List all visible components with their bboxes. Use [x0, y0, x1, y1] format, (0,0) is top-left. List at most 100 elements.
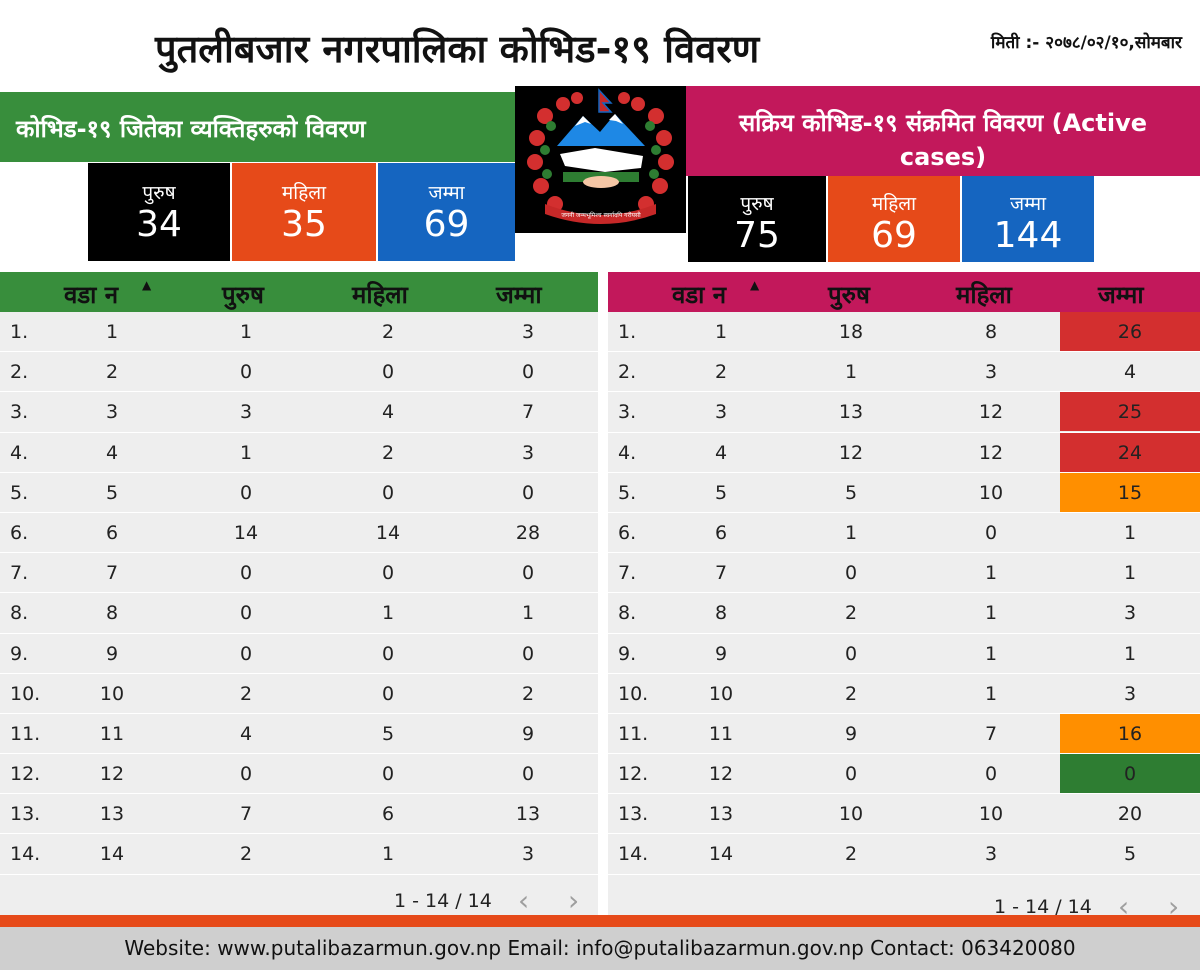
ward-cell: 5 — [714, 481, 728, 504]
table-row: 11. 11 9 7 16 — [608, 713, 1200, 755]
column-header-total[interactable]: जम्मा — [496, 281, 542, 309]
row-index: 5. — [10, 481, 29, 504]
total-cell: 4 — [1123, 361, 1137, 384]
row-index: 4. — [10, 441, 29, 464]
table-row: 14. 14 2 3 5 — [608, 834, 1200, 875]
active-total-value: 144 — [993, 215, 1063, 256]
total-cell: 3 — [521, 441, 535, 464]
row-index: 14. — [10, 843, 41, 866]
ward-cell: 13 — [99, 803, 125, 826]
sort-ascending-icon[interactable]: ▲ — [750, 278, 760, 292]
column-header-female[interactable]: महिला — [956, 281, 1012, 309]
ward-cell: 6 — [105, 521, 119, 544]
sort-ascending-icon[interactable]: ▲ — [142, 278, 152, 292]
female-cell: 3 — [984, 361, 998, 384]
total-cell: 3 — [521, 321, 535, 343]
total-cell: 9 — [521, 722, 535, 745]
female-cell: 0 — [381, 481, 395, 504]
active-female-value: 69 — [871, 215, 917, 256]
total-cell: 26 — [1117, 321, 1143, 343]
recovered-male-value: 34 — [136, 204, 182, 245]
total-cell: 0 — [521, 361, 535, 384]
table-row: 11. 11 4 5 9 — [0, 714, 598, 755]
row-index: 3. — [10, 401, 29, 424]
column-header-total[interactable]: जम्मा — [1098, 281, 1144, 309]
female-cell: 4 — [381, 401, 395, 424]
pagination-label: 1 - 14 / 14 — [994, 896, 1092, 918]
table-row: 12. 12 0 0 0 — [0, 754, 598, 795]
male-cell: 9 — [844, 722, 858, 745]
male-cell: 0 — [239, 562, 253, 585]
recovered-female-value: 35 — [281, 204, 327, 245]
column-header-male[interactable]: पुरुष — [828, 281, 870, 309]
row-index: 13. — [10, 803, 41, 826]
row-index: 10. — [618, 682, 649, 705]
recovered-total-label: जम्मा — [428, 182, 465, 204]
active-heading: सक्रिय कोभिड-१९ संक्रमित विवरण (Active c… — [686, 86, 1200, 176]
male-cell: 4 — [239, 722, 253, 745]
female-cell: 2 — [381, 321, 395, 343]
ward-cell: 13 — [708, 803, 734, 826]
total-cell: 0 — [521, 642, 535, 665]
footer-accent-bar — [0, 915, 1200, 927]
recovered-table: वडा न ▲ पुरुष महिला जम्मा 1. 1 1 2 3 2. 2 0 0 0 3.… — [0, 272, 598, 917]
total-highlight-orange — [1060, 472, 1200, 512]
female-cell: 0 — [381, 682, 395, 705]
ward-cell: 10 — [708, 682, 734, 705]
table-row: 1. 1 1 2 3 — [0, 312, 598, 353]
female-cell: 1 — [984, 562, 998, 585]
male-cell: 2 — [844, 602, 858, 625]
row-index: 6. — [618, 521, 637, 544]
table-row: 6. 6 1 0 1 — [608, 513, 1200, 554]
total-cell: 13 — [515, 803, 541, 826]
total-cell: 16 — [1117, 722, 1143, 745]
active-female-label: महिला — [871, 193, 917, 215]
ward-cell: 7 — [105, 562, 119, 585]
male-cell: 18 — [838, 321, 864, 343]
male-cell: 1 — [844, 521, 858, 544]
row-index: 8. — [10, 602, 29, 625]
chevron-left-icon[interactable]: ‹ — [518, 884, 530, 917]
table-row: 7. 7 0 0 0 — [0, 553, 598, 594]
table-row: 14. 14 2 1 3 — [0, 834, 598, 875]
ward-cell: 5 — [105, 481, 119, 504]
column-header-female[interactable]: महिला — [352, 281, 408, 309]
total-cell: 24 — [1117, 441, 1143, 464]
table-row: 10. 10 2 0 2 — [0, 674, 598, 714]
row-index: 11. — [10, 722, 41, 745]
total-cell: 1 — [1123, 562, 1137, 585]
female-cell: 1 — [984, 682, 998, 705]
recovered-table-header: वडा न ▲ पुरुष महिला जम्मा — [0, 272, 598, 312]
male-cell: 7 — [239, 803, 253, 826]
footer-contact: Website: www.putalibazarmun.gov.np Email… — [0, 927, 1200, 970]
total-cell: 28 — [515, 521, 541, 544]
total-cell: 15 — [1117, 481, 1143, 504]
column-header-male[interactable]: पुरुष — [222, 281, 264, 309]
ward-cell: 8 — [714, 602, 728, 625]
total-cell: 0 — [521, 763, 535, 786]
row-index: 7. — [618, 562, 637, 585]
male-cell: 10 — [838, 803, 864, 826]
male-cell: 14 — [233, 521, 259, 544]
female-cell: 1 — [381, 602, 395, 625]
row-index: 10. — [10, 682, 41, 705]
row-index: 13. — [618, 803, 649, 826]
table-row: 9. 9 0 1 1 — [608, 634, 1200, 674]
male-cell: 5 — [844, 481, 858, 504]
male-cell: 0 — [239, 763, 253, 786]
table-row: 3. 3 3 4 7 — [0, 392, 598, 433]
female-cell: 0 — [984, 763, 998, 786]
table-row: 2. 2 0 0 0 — [0, 352, 598, 393]
ward-cell: 4 — [714, 441, 728, 464]
female-cell: 10 — [978, 481, 1004, 504]
ward-cell: 7 — [714, 562, 728, 585]
table-row: 8. 8 2 1 3 — [608, 593, 1200, 634]
ward-cell: 9 — [105, 642, 119, 665]
table-row: 3. 3 13 12 25 — [608, 392, 1200, 433]
chevron-left-icon[interactable]: ‹ — [1118, 890, 1130, 923]
chevron-right-icon[interactable]: › — [1168, 890, 1180, 923]
male-cell: 1 — [239, 441, 253, 464]
column-header-ward[interactable]: वडा न — [672, 281, 727, 309]
chevron-right-icon[interactable]: › — [568, 884, 580, 917]
column-header-ward[interactable]: वडा न — [64, 281, 119, 309]
